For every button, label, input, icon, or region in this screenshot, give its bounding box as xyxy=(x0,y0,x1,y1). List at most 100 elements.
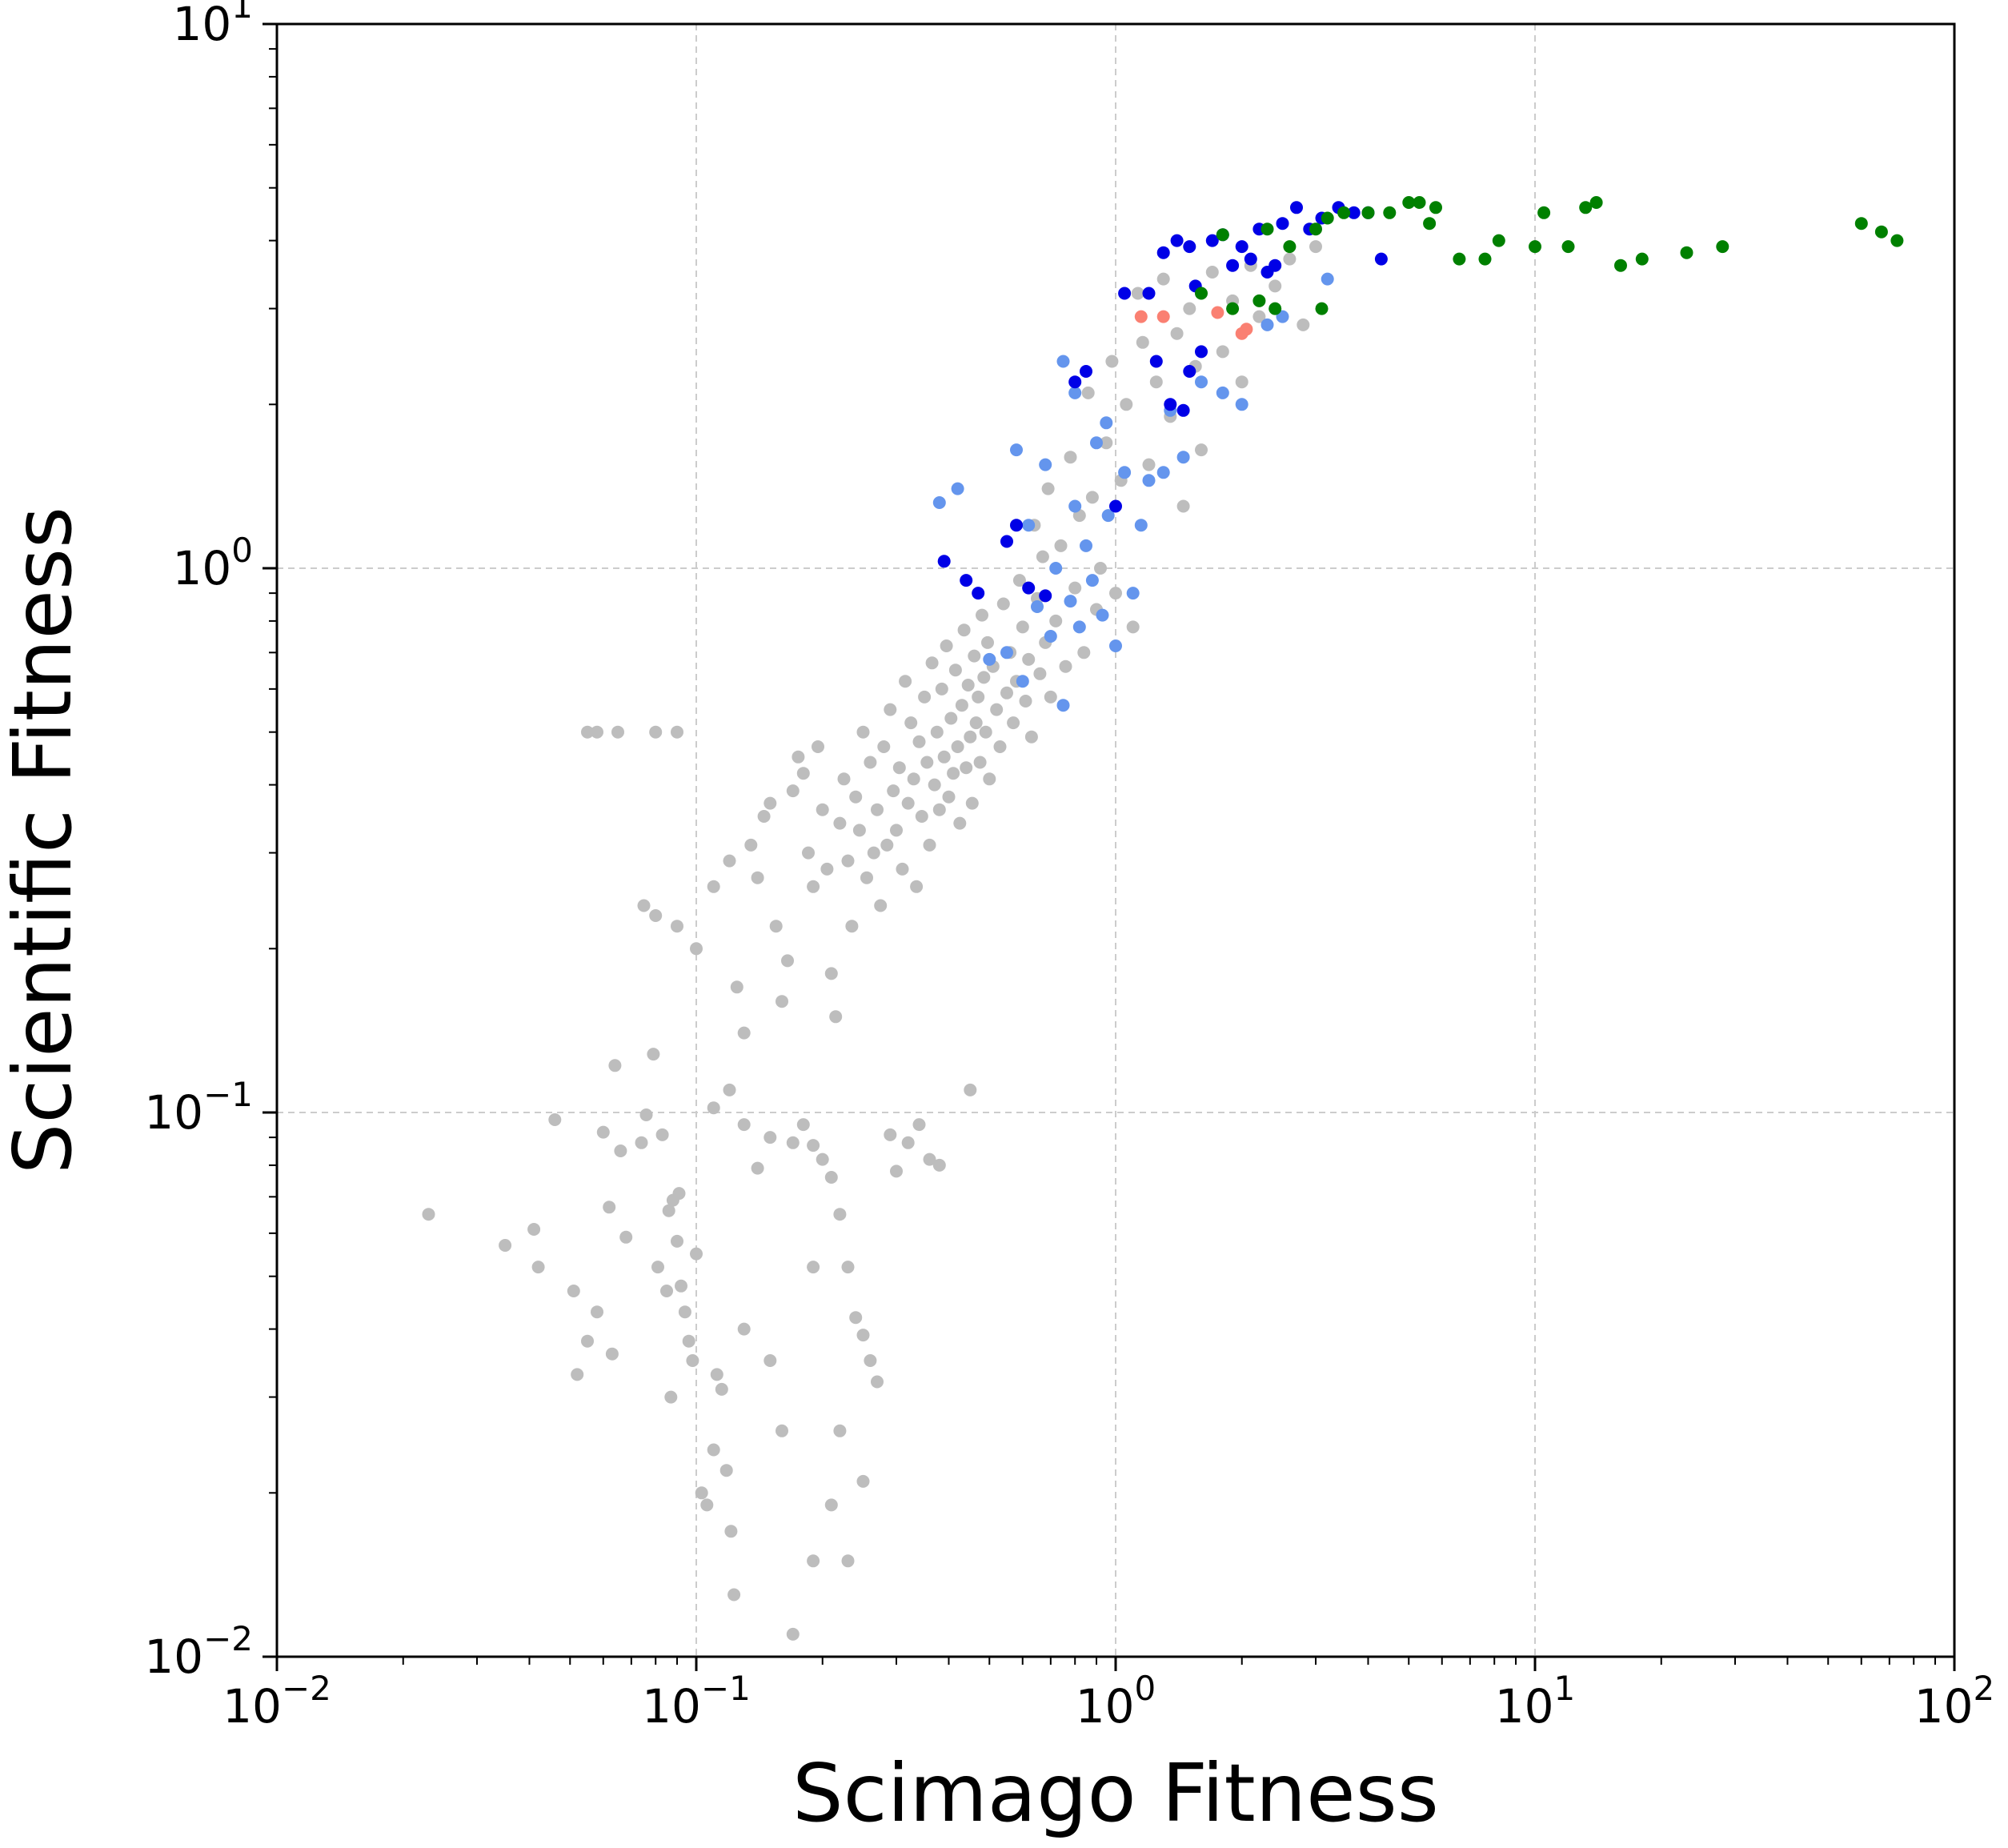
data-point xyxy=(651,1261,664,1274)
data-point xyxy=(1176,403,1190,417)
data-point xyxy=(614,1144,627,1157)
data-point xyxy=(961,679,975,691)
y-tick-label: 101 xyxy=(172,0,253,51)
data-point xyxy=(1176,499,1190,513)
data-point xyxy=(918,690,932,704)
data-point xyxy=(1261,318,1274,331)
data-point xyxy=(1226,259,1240,272)
data-point xyxy=(957,623,971,637)
data-point xyxy=(1000,686,1013,700)
data-point xyxy=(979,725,992,739)
x-axis-title: Scimago Fitness xyxy=(792,1746,1439,1840)
data-point xyxy=(655,1128,669,1141)
data-point xyxy=(968,649,981,663)
y-tick-label: 10−2 xyxy=(144,1619,253,1684)
grid-lines xyxy=(276,23,1955,1658)
data-point xyxy=(1109,639,1122,652)
data-point xyxy=(1321,211,1334,225)
data-point xyxy=(1064,451,1077,464)
data-point xyxy=(923,838,936,852)
data-point xyxy=(1054,539,1068,552)
data-point xyxy=(1109,499,1122,513)
data-point xyxy=(727,1588,741,1601)
data-point xyxy=(730,980,743,994)
data-point xyxy=(671,1234,683,1248)
data-point xyxy=(1183,365,1196,378)
data-point xyxy=(737,1322,751,1336)
data-point xyxy=(935,682,948,696)
data-point xyxy=(937,555,951,568)
data-point xyxy=(715,1382,728,1396)
data-point xyxy=(824,967,838,980)
plot-frame xyxy=(275,22,1956,1658)
data-point xyxy=(1537,206,1551,219)
data-point xyxy=(1149,375,1163,389)
y-axis-title: Scientific Fitness xyxy=(0,507,90,1174)
data-point xyxy=(964,730,977,744)
data-point xyxy=(807,880,820,893)
data-points xyxy=(422,196,1904,1641)
data-point xyxy=(1361,206,1375,219)
data-point xyxy=(833,816,847,830)
data-point xyxy=(567,1285,580,1297)
data-point xyxy=(877,740,891,753)
data-point xyxy=(1579,201,1593,214)
data-point xyxy=(1090,436,1103,450)
data-point xyxy=(1716,240,1729,254)
data-point xyxy=(1085,491,1099,504)
x-tick-label: 100 xyxy=(1076,1669,1156,1734)
data-point xyxy=(1007,716,1020,730)
data-point xyxy=(707,1101,720,1115)
data-point xyxy=(1080,539,1092,552)
data-point xyxy=(1269,259,1282,272)
data-point xyxy=(639,1108,653,1121)
data-point xyxy=(751,871,764,884)
data-point xyxy=(649,725,663,739)
data-point xyxy=(1033,667,1047,680)
data-point xyxy=(664,1390,678,1404)
data-point xyxy=(1096,608,1109,622)
data-point xyxy=(874,899,888,912)
data-point xyxy=(682,1334,695,1348)
data-point xyxy=(781,954,794,968)
data-point xyxy=(1309,240,1322,254)
data-point xyxy=(619,1230,633,1244)
data-point xyxy=(1156,310,1170,323)
data-point xyxy=(1022,519,1036,532)
data-point xyxy=(1252,294,1266,307)
data-point xyxy=(710,1368,723,1381)
data-point xyxy=(422,1208,435,1221)
data-point xyxy=(912,735,926,748)
data-point xyxy=(1383,206,1397,219)
data-point xyxy=(1056,699,1070,712)
data-point xyxy=(1244,252,1257,266)
data-point xyxy=(1240,323,1253,336)
data-point xyxy=(871,1375,884,1389)
data-point xyxy=(1252,310,1266,323)
data-point xyxy=(1374,252,1388,266)
data-point xyxy=(849,1311,863,1325)
data-point xyxy=(1068,581,1082,595)
data-point xyxy=(856,1329,870,1342)
data-point xyxy=(1635,252,1649,266)
data-point xyxy=(976,608,988,622)
data-point xyxy=(1614,259,1627,272)
data-point xyxy=(1423,217,1437,230)
data-point xyxy=(591,725,603,739)
data-point xyxy=(1529,240,1541,254)
data-point xyxy=(724,1525,738,1538)
data-point xyxy=(1195,345,1208,359)
data-point xyxy=(1024,730,1038,744)
data-point xyxy=(849,790,863,804)
data-point xyxy=(841,854,855,868)
data-point xyxy=(1226,302,1240,315)
data-point xyxy=(972,587,985,600)
x-tick-label: 102 xyxy=(1914,1669,1995,1734)
data-point xyxy=(675,1279,687,1293)
data-point xyxy=(1235,240,1248,254)
data-point xyxy=(1072,620,1086,634)
tick-labels: 10−2 10−1 100 101 102 10−2 10−1 100 101 xyxy=(144,0,1994,1734)
data-point xyxy=(1100,416,1113,430)
data-point xyxy=(796,1118,810,1132)
data-point xyxy=(904,716,918,730)
